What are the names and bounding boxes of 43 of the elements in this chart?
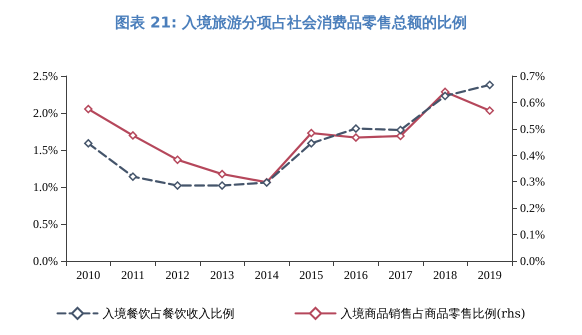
legend-label: 入境商品销售占商品零售比例(rhs) [340, 306, 526, 320]
point [128, 172, 138, 181]
y2-tick-label: 0.6% [520, 95, 545, 110]
x-tick-label: 2019 [478, 268, 502, 282]
y-tick-label: 1.5% [33, 143, 58, 157]
y2-tick-label: 0.3% [520, 174, 545, 189]
point [485, 80, 494, 90]
x-tick-label: 2011 [121, 268, 145, 282]
point [352, 133, 360, 142]
x-tick-label: 2016 [344, 268, 368, 282]
point [307, 128, 316, 138]
y-tick-label: 2.0% [33, 106, 58, 120]
x-tick-label: 2010 [76, 268, 100, 282]
x-tick-label: 2018 [433, 268, 458, 282]
point [485, 106, 494, 115]
x-tick-label: 2014 [254, 268, 279, 282]
x-tick-label: 2015 [299, 268, 324, 282]
point [128, 131, 138, 140]
point [84, 139, 93, 148]
point [84, 104, 93, 114]
y-tick-label: 1.0% [33, 180, 58, 194]
point [440, 92, 450, 100]
legend-label: 入境餐饮占餐饮收入比例 [102, 306, 235, 320]
chart-title: 图表 21: 入境旅游分项占社会消费品零售总额的比例 [114, 14, 468, 32]
y-tick-label: 2.5% [33, 69, 58, 83]
point [173, 156, 182, 164]
point [396, 126, 405, 134]
x-tick-label: 2012 [166, 268, 190, 282]
y-tick-label: 0.0% [33, 254, 58, 268]
point [173, 181, 182, 190]
y2-tick-label: 0.0% [520, 254, 545, 268]
y2-tick-label: 0.4% [520, 148, 545, 162]
point [352, 124, 360, 133]
point [218, 181, 226, 190]
y2-tick-label: 0.5% [520, 122, 545, 136]
x-tick-label: 2013 [210, 268, 234, 282]
x-tick-label: 2017 [388, 268, 412, 282]
y-tick-label: 0.5% [33, 217, 58, 231]
point [307, 139, 316, 148]
y2-tick-label: 0.7% [520, 69, 545, 83]
point [218, 170, 226, 178]
y2-tick-label: 0.1% [520, 228, 545, 242]
y2-tick-label: 0.2% [520, 201, 545, 216]
